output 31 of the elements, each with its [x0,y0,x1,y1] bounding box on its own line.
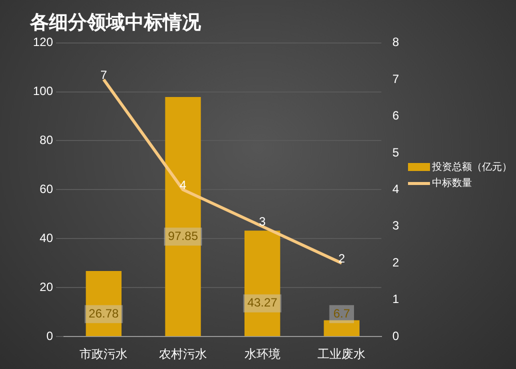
y2-tick-label: 5 [392,145,400,160]
x-tick-label: 工业废水 [318,347,366,362]
y2-tick-label: 3 [392,218,400,233]
y2-tick-label: 4 [392,182,400,196]
y2-tick-label: 6 [392,108,400,123]
data-label: 43.27 [247,296,278,310]
y-tick-label: 40 [40,230,54,245]
data-label: 26.78 [88,306,120,320]
y-tick-label: 120 [32,35,54,50]
y-tick-label: 80 [40,133,54,148]
data-label: 2 [338,251,346,266]
y2-tick-label: 7 [392,72,400,86]
data-label: 97.85 [168,228,198,243]
data-label: 7 [100,68,108,82]
y2-tick-label: 1 [392,292,400,306]
y-tick-label: 100 [32,84,54,98]
x-tick-label: 市政污水 [80,347,128,362]
y-tick-label: 0 [46,328,54,343]
x-tick-label: 水环境 [244,347,280,362]
y2-tick-label: 0 [392,328,400,343]
data-label: 6.7 [333,306,350,320]
legend-label: 中标数量 [432,176,472,190]
data-label: 3 [258,214,266,229]
y-tick-label: 20 [40,280,54,294]
y-tick-label: 60 [40,182,54,196]
legend-label: 投资总额（亿元） [432,160,512,174]
chart-title: 各细分领域中标情况 [29,12,202,34]
y2-tick-label: 2 [392,255,400,270]
y2-tick-label: 8 [392,35,400,50]
data-label: 4 [180,178,187,192]
x-tick-label: 农村污水 [159,347,208,362]
